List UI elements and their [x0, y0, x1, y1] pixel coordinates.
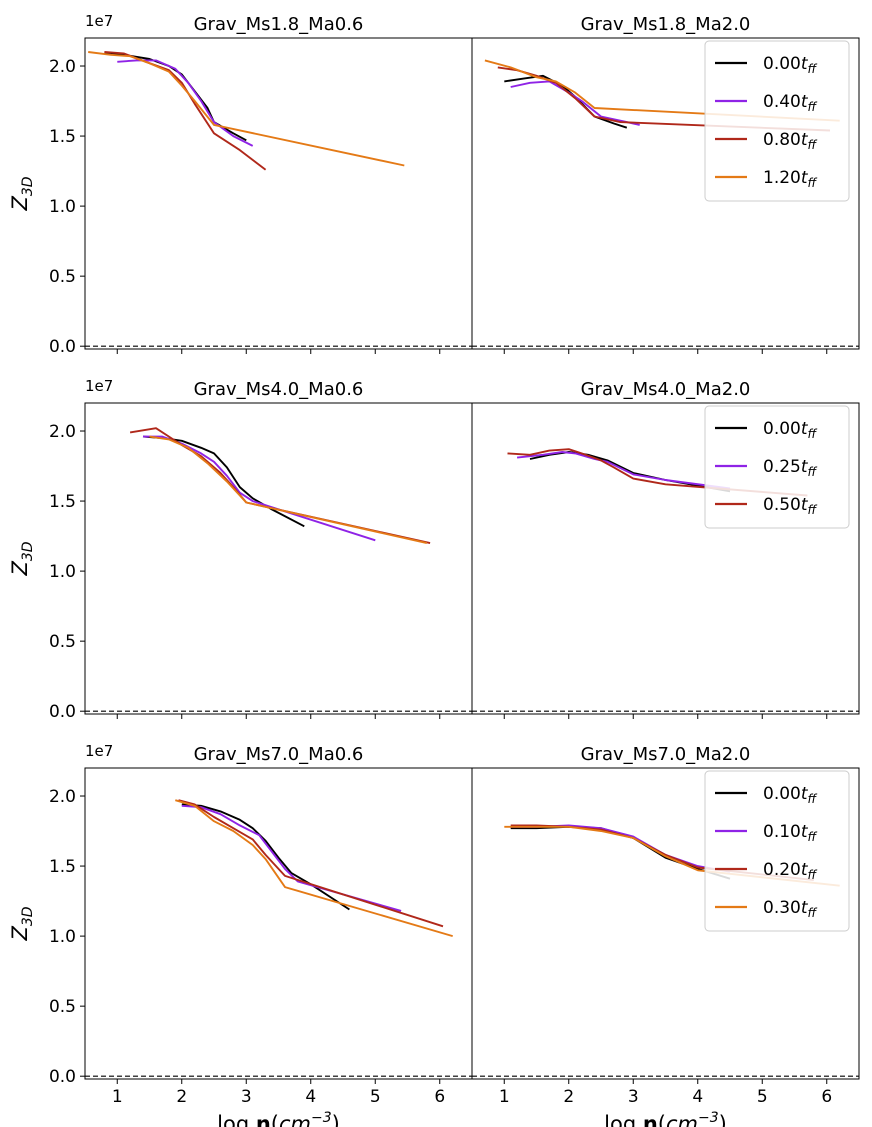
y-tick-label: 1.0	[49, 197, 76, 217]
legend-box	[704, 770, 850, 932]
y-tick-label: 1.5	[49, 857, 76, 877]
series-line-0.25	[516, 451, 731, 490]
y-tick-label: 0.5	[49, 632, 76, 652]
legend-label: 0.80tff	[763, 130, 818, 152]
x-tick-label: 2	[563, 1087, 574, 1107]
series-line-0.00	[181, 803, 350, 911]
series-line-0.30	[504, 825, 840, 887]
legend-label: 0.00tff	[763, 419, 818, 441]
y-tick-label: 1.5	[49, 492, 76, 512]
series-line-0.75	[149, 435, 428, 545]
axes-frame	[84, 767, 473, 1080]
x-tick-label: 6	[821, 1087, 832, 1107]
x-tick-label: 5	[757, 1087, 768, 1107]
panel-title: Grav_Ms1.8_Ma0.6	[194, 14, 364, 35]
axes-frame	[84, 402, 473, 715]
y-tick-label: 1.0	[49, 562, 76, 582]
panel-title: Grav_Ms7.0_Ma2.0	[581, 744, 751, 765]
x-tick-label: 3	[628, 1087, 639, 1107]
y-scale-exponent: 1e7	[85, 742, 113, 760]
legend-label: 0.20tff	[763, 860, 818, 882]
panel-4: Grav_Ms4.0_Ma2.0 0.00tff 0.25tff 0.50tff	[471, 379, 860, 719]
legend-label: 0.00tff	[763, 784, 818, 806]
series-line-0.00	[504, 74, 628, 129]
x-tick-label: 2	[176, 1087, 187, 1107]
legend-label: 0.50tff	[763, 495, 818, 517]
y-tick-label: 0.5	[49, 997, 76, 1017]
series-line-0.00	[142, 435, 305, 528]
series-line-0.10	[181, 804, 402, 912]
x-tick-label: 1	[499, 1087, 510, 1107]
legend-label: 0.00tff	[763, 54, 818, 76]
panel-title: Grav_Ms7.0_Ma0.6	[194, 744, 364, 765]
legend-box	[704, 405, 850, 529]
y-tick-label: 2.0	[49, 787, 76, 807]
series-line-0.50	[129, 427, 431, 545]
legend: 0.00tff 0.25tff 0.50tff	[704, 405, 850, 529]
y-tick-label: 0.0	[49, 702, 76, 722]
axes-frame	[471, 37, 860, 350]
series-line-0.50	[507, 448, 808, 497]
axes-frame	[84, 37, 473, 350]
axes-frame	[471, 767, 860, 1080]
panel-5: Grav_Ms7.0_Ma0.6 1 2 3 4 5 6 0.0 0.5 1.0 1.5 2.0 1e7…	[8, 742, 473, 1127]
y-tick-label: 0.5	[49, 267, 76, 287]
y-tick-label: 2.0	[49, 422, 76, 442]
legend: 0.00tff 0.10tff 0.20tff 0.30tff	[704, 770, 850, 932]
series-line-0.10	[510, 824, 731, 873]
series-line-1.20	[88, 51, 405, 167]
y-axis-label: Z3D	[8, 176, 36, 211]
legend-box	[704, 40, 850, 202]
y-axis-label: Z3D	[8, 541, 36, 576]
legend-label: 0.40tff	[763, 92, 818, 114]
panel-title: Grav_Ms4.0_Ma2.0	[581, 379, 751, 400]
panel-1: Grav_Ms1.8_Ma0.6 0.0 0.5 1.0 1.5 2.0 1e7 Z3D	[8, 12, 473, 357]
y-tick-label: 0.0	[49, 337, 76, 357]
panel-2: Grav_Ms1.8_Ma2.0 0.00tff 0.40tff 0.80tff 1.2…	[471, 14, 860, 354]
y-axis-label: Z3D	[8, 906, 36, 941]
y-tick-label: 1.0	[49, 927, 76, 947]
series-line-0.25	[143, 435, 376, 542]
panel-title: Grav_Ms1.8_Ma2.0	[581, 14, 751, 35]
legend: 0.00tff 0.40tff 0.80tff 1.20tff	[704, 40, 850, 202]
y-tick-label: 1.5	[49, 127, 76, 147]
legend-label: 0.25tff	[763, 457, 818, 479]
x-tick-label: 5	[370, 1087, 381, 1107]
legend-label: 0.30tff	[763, 898, 818, 920]
legend-label: 0.10tff	[763, 822, 818, 844]
axes-frame	[471, 402, 860, 715]
series-line-1.20	[484, 59, 840, 122]
y-scale-exponent: 1e7	[85, 12, 113, 30]
panel-title: Grav_Ms4.0_Ma0.6	[194, 379, 364, 400]
panel-3: Grav_Ms4.0_Ma0.6 0.0 0.5 1.0 1.5 2.0 1e7 Z3D	[8, 377, 473, 722]
x-tick-label: 3	[241, 1087, 252, 1107]
x-tick-label: 4	[692, 1087, 703, 1107]
panel-6: Grav_Ms7.0_Ma2.0 1 2 3 4 5 6 log n(cm−3) 0.00tff…	[471, 744, 860, 1127]
x-tick-label: 1	[112, 1087, 123, 1107]
x-tick-label: 6	[434, 1087, 445, 1107]
series-line-0.30	[175, 799, 453, 938]
series-line-0.80	[104, 51, 267, 171]
x-axis-label: log n(cm−3)	[217, 1110, 340, 1127]
legend-label: 1.20tff	[763, 168, 818, 190]
y-tick-label: 2.0	[49, 57, 76, 77]
series-line-0.40	[510, 80, 640, 126]
y-scale-exponent: 1e7	[85, 377, 113, 395]
series-line-0.20	[178, 799, 444, 928]
y-tick-label: 0.0	[49, 1067, 76, 1087]
x-tick-label: 4	[305, 1087, 316, 1107]
x-axis-label: log n(cm−3)	[604, 1110, 727, 1127]
